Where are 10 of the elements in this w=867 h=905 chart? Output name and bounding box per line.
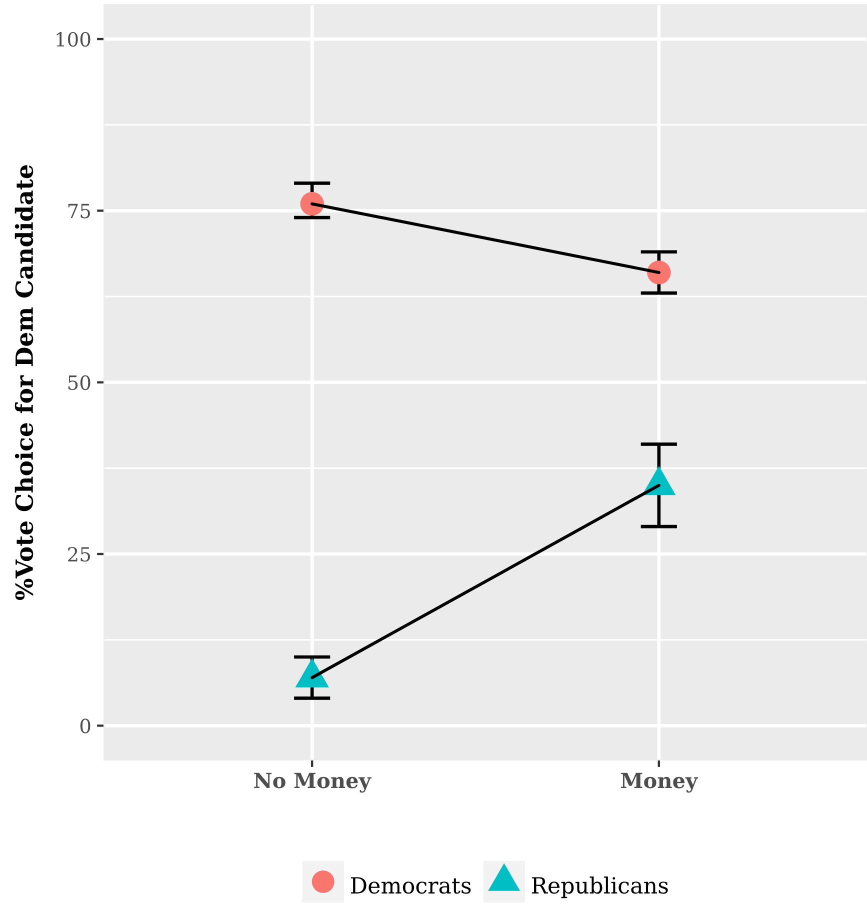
x-tick-label: Money bbox=[621, 772, 698, 793]
y-tick-label: 25 bbox=[68, 546, 90, 562]
y-axis-title: %Vote Choice for Dem Candidate bbox=[14, 165, 34, 600]
y-tick-label: 75 bbox=[68, 204, 90, 218]
legend-label: Democrats bbox=[351, 877, 471, 894]
y-tick-label: 0 bbox=[80, 718, 90, 734]
y-tick-label: 50 bbox=[68, 375, 90, 390]
legend-label: Republicans bbox=[532, 876, 668, 898]
y-tick-label: 100 bbox=[56, 32, 90, 47]
x-tick-label: No Money bbox=[254, 772, 372, 793]
